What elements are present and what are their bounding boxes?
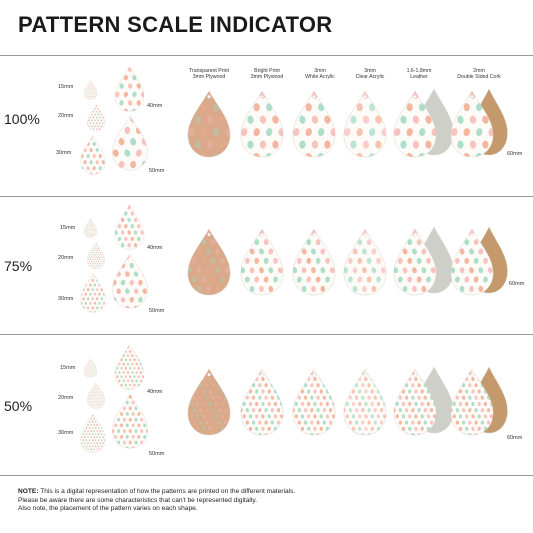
size-label-50mm: 50mm [149,451,165,457]
size-label-40mm: 40mm [147,245,163,251]
note-line3: Also note, the placement of the pattern … [18,505,198,513]
column-header-transparent-plywood: Transparent Print 3mm Plywood [177,68,241,80]
material-clear-acrylic [341,228,389,296]
sample-20mm [86,382,106,409]
note: NOTE: This is a digital representation o… [18,488,518,514]
material-bright-plywood [238,228,286,296]
column-header-white-acrylic: 3mm White Acrylic [288,68,352,80]
size-label-15mm: 15mm [58,84,74,90]
column-header-line1: 3mm [314,68,326,74]
column-header-line2: White Acrylic [305,74,335,80]
sample-15mm [83,358,98,378]
material-leather [391,228,439,296]
page-title: PATTERN SCALE INDICATOR [18,12,333,37]
size-label-50mm: 50mm [149,308,165,314]
material-cork [448,228,496,296]
material-clear-acrylic [341,368,389,436]
material-bright-plywood [238,368,286,436]
size-label-15mm: 15mm [60,365,76,371]
size-label-40mm: 40mm [147,103,163,109]
scale-label-100: 100% [4,111,40,127]
size-label-50mm: 50mm [149,168,165,174]
size-label-20mm: 20mm [58,113,74,119]
divider-bottom [0,475,533,476]
size-label-60mm: 60mm [507,151,523,157]
material-transparent-plywood [185,228,233,296]
column-header-line1: Bright Print [254,68,280,74]
column-header-bright-plywood: Bright Print 3mm Plywood [235,68,299,80]
sample-40mm [113,66,146,112]
column-header-line1: 1.6-1.8mm [406,68,432,74]
material-white-acrylic [290,368,338,436]
scale-label-50: 50% [4,398,33,414]
material-bright-plywood [238,90,286,158]
material-cork [448,90,496,158]
column-header-leather: 1.6-1.8mm Leather [387,68,451,80]
sample-50mm [110,393,150,449]
material-clear-acrylic [341,90,389,158]
sample-40mm [113,204,146,250]
sample-15mm [83,218,98,238]
sample-40mm [113,344,146,390]
size-label-30mm: 30mm [58,296,74,302]
size-label-30mm: 30mm [56,150,72,156]
divider-1 [0,196,533,197]
material-leather [391,90,439,158]
column-header-line2: Clear Acrylic [355,74,385,80]
sample-20mm [86,242,106,269]
note-line2: Please be aware there are some character… [18,496,258,504]
size-label-20mm: 20mm [58,395,74,401]
sample-50mm [110,115,150,171]
note-label: NOTE: [18,488,39,495]
material-white-acrylic [290,228,338,296]
scale-label-75: 75% [4,258,33,274]
sample-15mm [83,80,98,100]
sample-30mm [79,273,107,313]
column-header-line1: 2mm [473,68,485,74]
column-header-line2: 3mm Plywood [192,74,226,80]
material-white-acrylic [290,90,338,158]
sample-30mm [79,135,107,175]
size-label-15mm: 15mm [60,225,76,231]
column-header-line2: Leather [410,74,428,80]
material-leather [391,368,439,436]
note-line1: This is a digital representation of how … [38,488,296,495]
divider-2 [0,334,533,335]
divider-top [0,55,533,56]
column-header-clear-acrylic: 3mm Clear Acrylic [338,68,402,80]
sample-50mm [110,253,150,309]
column-header-line1: Transparent Print [189,68,229,74]
size-label-30mm: 30mm [58,430,74,436]
material-transparent-plywood [185,368,233,436]
material-transparent-plywood [185,90,233,158]
column-header-line2: Double Sided Cork [457,74,501,80]
column-header-line1: 3mm [364,68,376,74]
size-label-20mm: 20mm [58,255,74,261]
size-label-60mm: 60mm [509,281,525,287]
sample-30mm [79,413,107,453]
column-header-cork: 2mm Double Sided Cork [447,68,511,80]
size-label-60mm: 60mm [507,435,523,441]
column-header-line2: 3mm Plywood [250,74,284,80]
size-label-40mm: 40mm [147,389,163,395]
sample-20mm [86,104,106,131]
material-cork [448,368,496,436]
